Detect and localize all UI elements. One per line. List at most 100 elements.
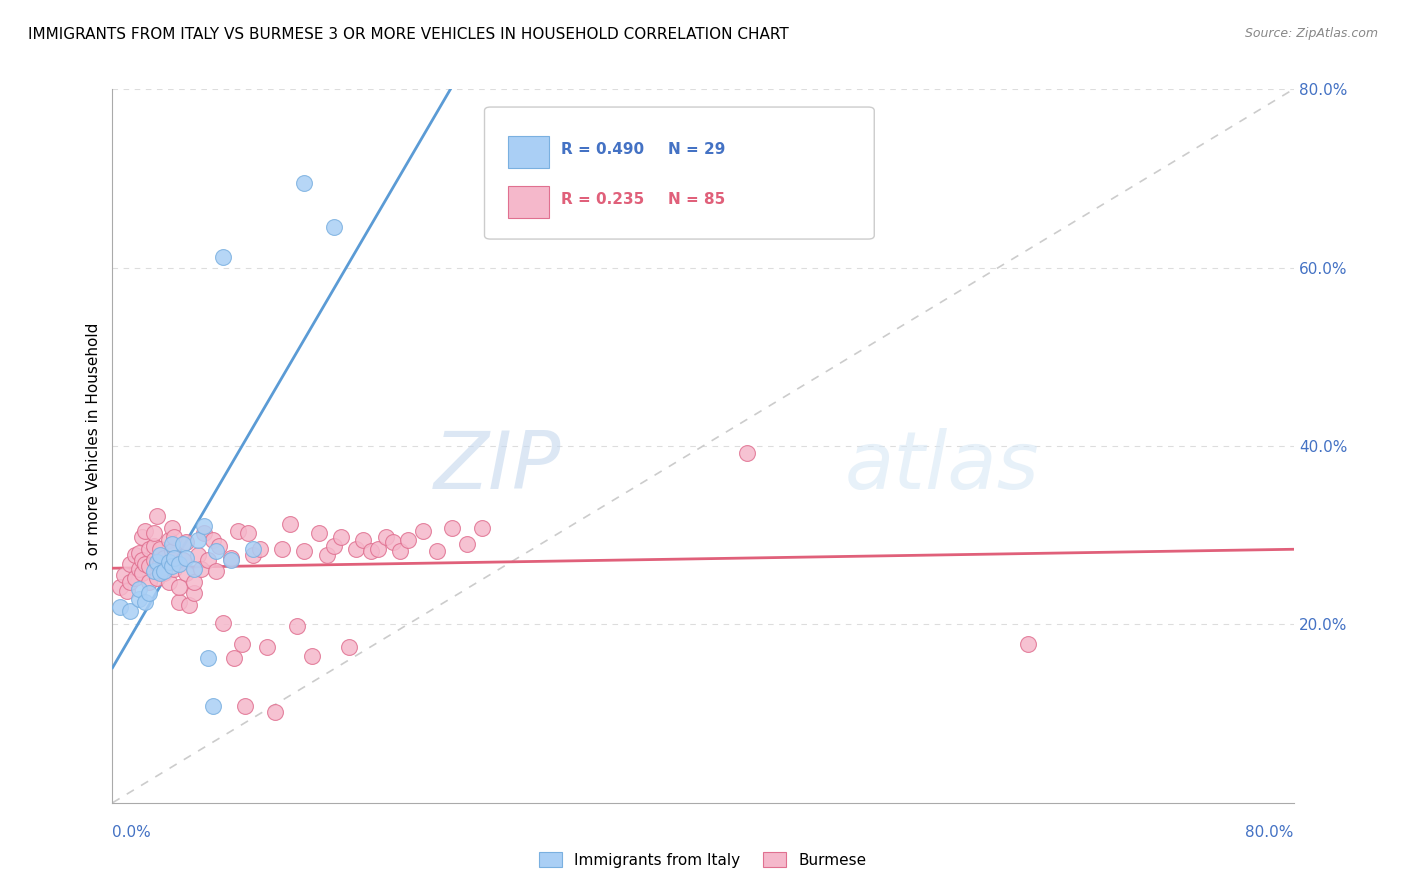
Point <box>146 508 169 523</box>
Point <box>167 580 190 594</box>
Point <box>470 521 494 535</box>
Point <box>163 550 186 565</box>
Point <box>157 533 180 547</box>
Point <box>226 524 249 538</box>
Point <box>278 517 301 532</box>
Point <box>396 533 419 547</box>
Point <box>238 526 260 541</box>
Y-axis label: 3 or more Vehicles in Household: 3 or more Vehicles in Household <box>86 322 101 570</box>
Point <box>134 524 156 538</box>
Point <box>1017 637 1039 651</box>
Point <box>219 553 242 567</box>
Point <box>146 557 169 571</box>
Point <box>389 544 412 558</box>
Point <box>146 571 169 585</box>
Point <box>292 544 315 558</box>
Text: atlas: atlas <box>845 428 1039 507</box>
Text: ZIP: ZIP <box>434 428 561 507</box>
Point <box>249 541 271 556</box>
Point <box>205 544 228 558</box>
Point <box>212 250 235 264</box>
Point <box>222 651 245 665</box>
Point <box>308 526 330 541</box>
Point <box>411 524 433 538</box>
Text: N = 29: N = 29 <box>668 143 725 157</box>
Bar <box>508 186 550 218</box>
Point <box>160 537 183 551</box>
Point <box>142 564 165 578</box>
Point <box>149 557 172 571</box>
Point <box>163 530 186 544</box>
Point <box>256 640 278 654</box>
Point <box>426 544 449 558</box>
Point <box>231 637 253 651</box>
Point <box>285 619 308 633</box>
Point <box>149 541 172 556</box>
Point <box>138 586 160 600</box>
Text: 0.0%: 0.0% <box>112 825 152 840</box>
Point <box>197 553 219 567</box>
Legend: Immigrants from Italy, Burmese: Immigrants from Italy, Burmese <box>531 844 875 875</box>
Point <box>212 615 235 630</box>
Point <box>337 640 360 654</box>
Point <box>233 699 256 714</box>
Point <box>142 526 165 541</box>
Point <box>179 598 201 612</box>
Point <box>208 539 231 553</box>
Point <box>737 446 759 460</box>
Text: N = 85: N = 85 <box>668 193 725 207</box>
Point <box>134 557 156 571</box>
Point <box>138 574 160 589</box>
Text: R = 0.490: R = 0.490 <box>561 143 644 157</box>
Point <box>187 533 209 547</box>
Bar <box>508 136 550 168</box>
Point <box>242 548 264 562</box>
Point <box>153 566 176 580</box>
Point <box>128 546 150 560</box>
Point <box>124 548 146 562</box>
Point <box>352 533 374 547</box>
Point <box>382 535 405 549</box>
Point <box>160 544 183 558</box>
Point <box>205 564 228 578</box>
Point <box>374 530 396 544</box>
Point <box>131 566 153 580</box>
Point <box>128 582 150 596</box>
FancyBboxPatch shape <box>485 107 875 239</box>
Point <box>183 586 205 600</box>
Point <box>160 553 183 567</box>
Point <box>174 566 197 580</box>
Point <box>112 568 135 582</box>
Point <box>160 521 183 535</box>
Point <box>120 604 142 618</box>
Point <box>174 550 197 565</box>
Point <box>323 539 346 553</box>
Point <box>128 592 150 607</box>
Point <box>153 564 176 578</box>
Point <box>201 533 224 547</box>
Point <box>315 548 337 562</box>
Point <box>138 559 160 574</box>
Point <box>183 562 205 576</box>
Point <box>149 566 172 580</box>
Point <box>183 574 205 589</box>
Point <box>167 557 190 571</box>
Point <box>124 571 146 585</box>
Point <box>134 595 156 609</box>
Point <box>117 583 138 598</box>
Point <box>120 557 142 571</box>
Point <box>157 555 180 569</box>
Point <box>271 541 294 556</box>
Point <box>187 548 209 562</box>
Point <box>131 553 153 567</box>
Point <box>131 530 153 544</box>
Point <box>160 559 183 574</box>
Point <box>292 176 315 190</box>
Point <box>193 519 215 533</box>
Text: Source: ZipAtlas.com: Source: ZipAtlas.com <box>1244 27 1378 40</box>
Point <box>441 521 464 535</box>
Point <box>167 595 190 609</box>
Point <box>163 562 186 576</box>
Point <box>172 553 194 567</box>
Point <box>456 537 478 551</box>
